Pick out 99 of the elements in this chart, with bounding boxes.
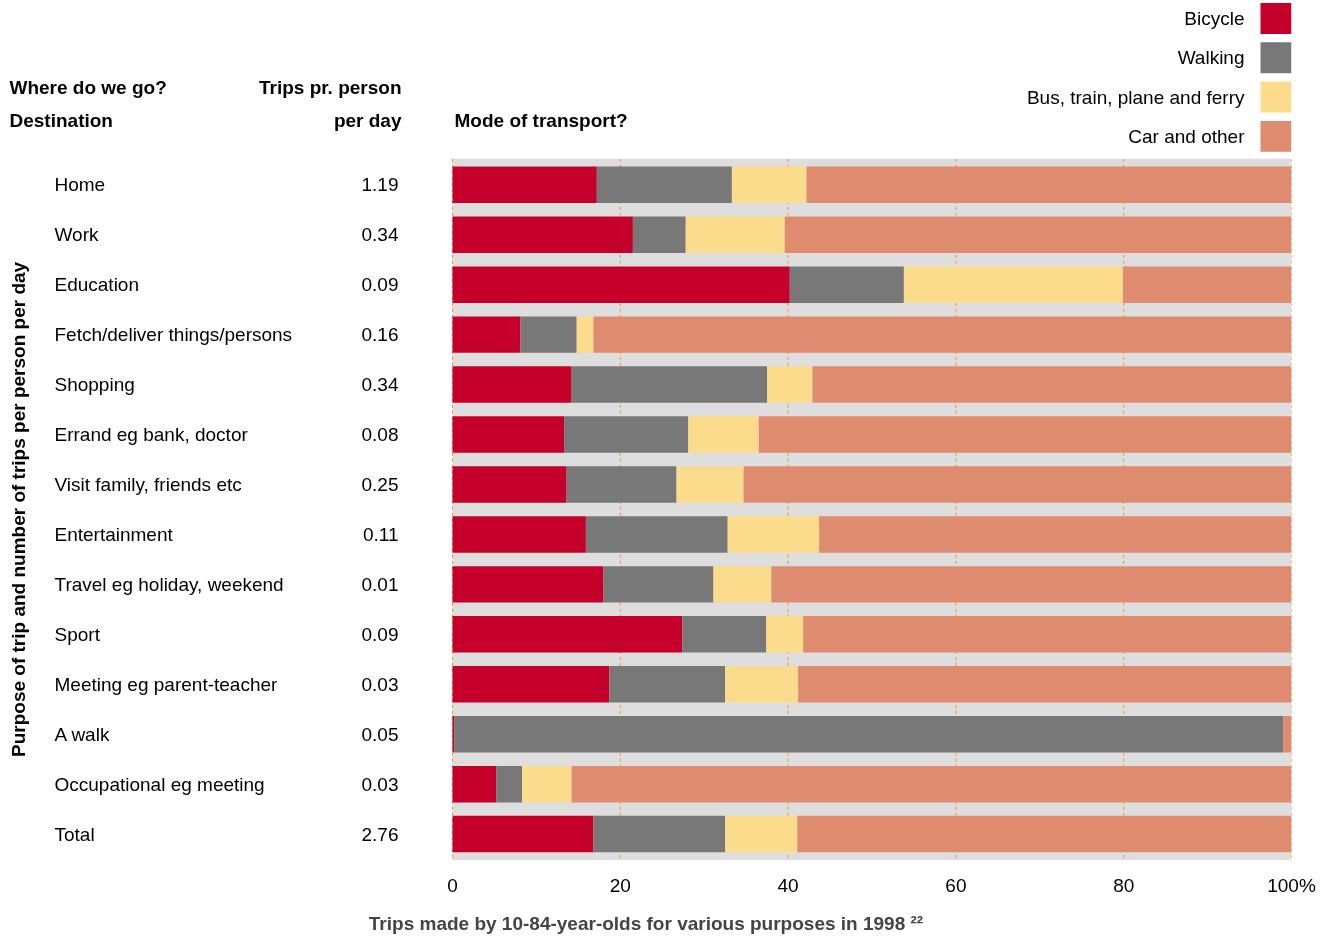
bar	[564, 416, 689, 453]
x-tick-label: 20	[609, 874, 631, 896]
legend-label: Bicycle	[1184, 7, 1245, 29]
y-tick-label: Meeting eg parent-teacher	[54, 673, 279, 695]
legend-label: Walking	[1177, 47, 1245, 69]
bar	[688, 416, 759, 453]
bar	[784, 216, 1292, 253]
bar	[452, 815, 594, 853]
x-tick-label: 100%	[1267, 874, 1316, 896]
bar	[452, 366, 572, 403]
bar	[713, 566, 772, 603]
text: 0.34	[361, 374, 399, 396]
text: 0.11	[362, 523, 399, 545]
text: 0.03	[361, 673, 399, 695]
bar	[454, 715, 1284, 753]
y-tick-label: Errand eg bank, doctor	[54, 424, 249, 446]
bar	[520, 316, 577, 353]
text: per day	[333, 109, 402, 131]
bar	[593, 815, 726, 853]
text: 0.16	[361, 324, 399, 346]
bar	[452, 466, 567, 503]
bar	[496, 765, 523, 803]
bar	[1122, 266, 1292, 303]
bar	[727, 516, 820, 553]
bar	[758, 416, 1292, 453]
legend-label: Car and other	[1128, 125, 1246, 147]
bar	[789, 266, 904, 303]
bar	[452, 566, 604, 603]
bar	[593, 316, 1292, 353]
x-tick-label: 80	[1113, 874, 1135, 896]
y-tick-label: Work	[54, 224, 99, 246]
bar	[806, 166, 1292, 204]
text: Mode of transport?	[454, 109, 628, 131]
y-tick-label: Entertainment	[54, 523, 174, 545]
bar	[725, 815, 798, 853]
bar	[452, 316, 521, 353]
bar	[571, 765, 1292, 803]
text: 1.19	[361, 174, 399, 196]
bar	[803, 616, 1292, 653]
legend-label: Bus, train, plane and ferry	[1026, 86, 1245, 108]
bar	[452, 216, 633, 253]
bar	[452, 666, 610, 703]
y-tick-label: Total	[54, 823, 95, 845]
bar	[571, 366, 768, 403]
text: Destination	[9, 109, 113, 131]
bar	[452, 166, 597, 204]
bar	[743, 466, 1292, 503]
bar	[819, 516, 1292, 553]
bar	[452, 266, 790, 303]
bar	[725, 666, 799, 703]
text: 0.25	[361, 473, 399, 495]
y-tick-label: Fetch/deliver things/persons	[54, 324, 293, 346]
text: Trips pr. person	[258, 77, 402, 99]
y-tick-label: Travel eg holiday, weekend	[54, 573, 284, 595]
bar	[812, 366, 1292, 403]
bar	[1283, 715, 1292, 753]
bar	[452, 616, 683, 653]
y-tick-label: Shopping	[54, 374, 135, 396]
y-tick-label: A walk	[54, 723, 110, 745]
text: 0.34	[361, 224, 399, 246]
x-tick-label: 0	[447, 874, 458, 896]
bar	[685, 216, 785, 253]
bar	[632, 216, 686, 253]
bar	[771, 566, 1292, 603]
y-tick-label: Visit family, friends etc	[54, 473, 242, 495]
bar	[609, 666, 726, 703]
text: 0.09	[361, 274, 399, 296]
bar	[903, 266, 1123, 303]
bar	[766, 616, 804, 653]
text: 0.01	[361, 573, 399, 595]
text: 0.03	[361, 773, 399, 795]
bar	[682, 616, 767, 653]
bar	[576, 316, 594, 353]
bar	[731, 166, 807, 204]
bar	[767, 366, 813, 403]
x-tick-label: 40	[777, 874, 799, 896]
text: 2.76	[361, 823, 399, 845]
bar	[452, 416, 565, 453]
y-axis-title: Purpose of trip and number of trips per person per day	[8, 261, 29, 757]
bar	[603, 566, 714, 603]
y-tick-label: Sport	[54, 623, 101, 645]
text: 0.09	[361, 623, 399, 645]
text: Where do we go?	[9, 77, 167, 99]
bar	[596, 166, 732, 204]
bar	[452, 765, 497, 803]
y-tick-label: Education	[54, 274, 140, 296]
x-axis-title: Trips made by 10-84-year-olds for various purposes in 1998 ²²	[368, 912, 924, 934]
y-tick-label: Home	[54, 174, 106, 196]
bar	[522, 765, 572, 803]
bar	[585, 516, 728, 553]
bar	[797, 815, 1292, 853]
bar	[798, 666, 1292, 703]
x-tick-label: 60	[945, 874, 967, 896]
bar	[676, 466, 744, 503]
bar	[566, 466, 677, 503]
y-tick-label: Occupational eg meeting	[54, 773, 265, 795]
bar	[452, 516, 586, 553]
text: 0.05	[361, 723, 399, 745]
text: 0.08	[361, 424, 399, 446]
